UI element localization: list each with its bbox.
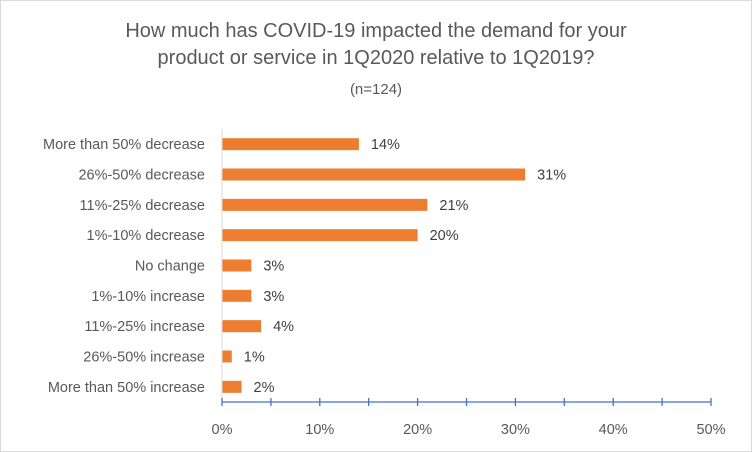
category-label: 26%-50% decrease	[78, 168, 205, 184]
x-tick-label: 0%	[212, 422, 233, 438]
x-tick-label: 50%	[696, 422, 725, 438]
chart-title: How much has COVID-19 impacted the deman…	[0, 18, 752, 72]
bar	[222, 198, 428, 211]
category-label: 1%-10% increase	[91, 289, 205, 305]
category-label: More than 50% increase	[48, 380, 205, 396]
chart-subtitle: (n=124)	[349, 81, 403, 98]
data-label: 20%	[430, 228, 459, 244]
category-label: No change	[135, 259, 205, 275]
x-tick-label: 20%	[403, 422, 432, 438]
bar	[222, 138, 359, 151]
chart-title-line2: product or service in 1Q2020 relative to…	[157, 47, 595, 69]
bar	[222, 229, 418, 242]
chart-title-line1: How much has COVID-19 impacted the deman…	[125, 20, 627, 42]
bar	[222, 320, 262, 333]
data-label: 21%	[439, 198, 468, 214]
x-tick-label: 10%	[305, 422, 334, 438]
bar	[222, 289, 252, 302]
data-label: 1%	[244, 350, 265, 366]
data-label: 3%	[263, 259, 284, 275]
data-label: 4%	[273, 319, 294, 335]
x-tick-label: 30%	[501, 422, 530, 438]
category-label: 11%-25% decrease	[80, 198, 205, 214]
data-label: 14%	[371, 137, 400, 153]
bar	[222, 168, 526, 181]
category-label: 26%-50% increase	[83, 350, 205, 366]
bar	[222, 380, 242, 393]
data-label: 3%	[263, 289, 284, 305]
data-label: 31%	[537, 168, 566, 184]
category-label: 1%-10% decrease	[87, 228, 206, 244]
category-label: 11%-25% increase	[84, 319, 205, 335]
category-label: More than 50% decrease	[43, 137, 205, 153]
bar	[222, 259, 252, 272]
x-tick-label: 40%	[599, 422, 628, 438]
data-label: 2%	[254, 380, 275, 396]
bar	[222, 350, 232, 363]
